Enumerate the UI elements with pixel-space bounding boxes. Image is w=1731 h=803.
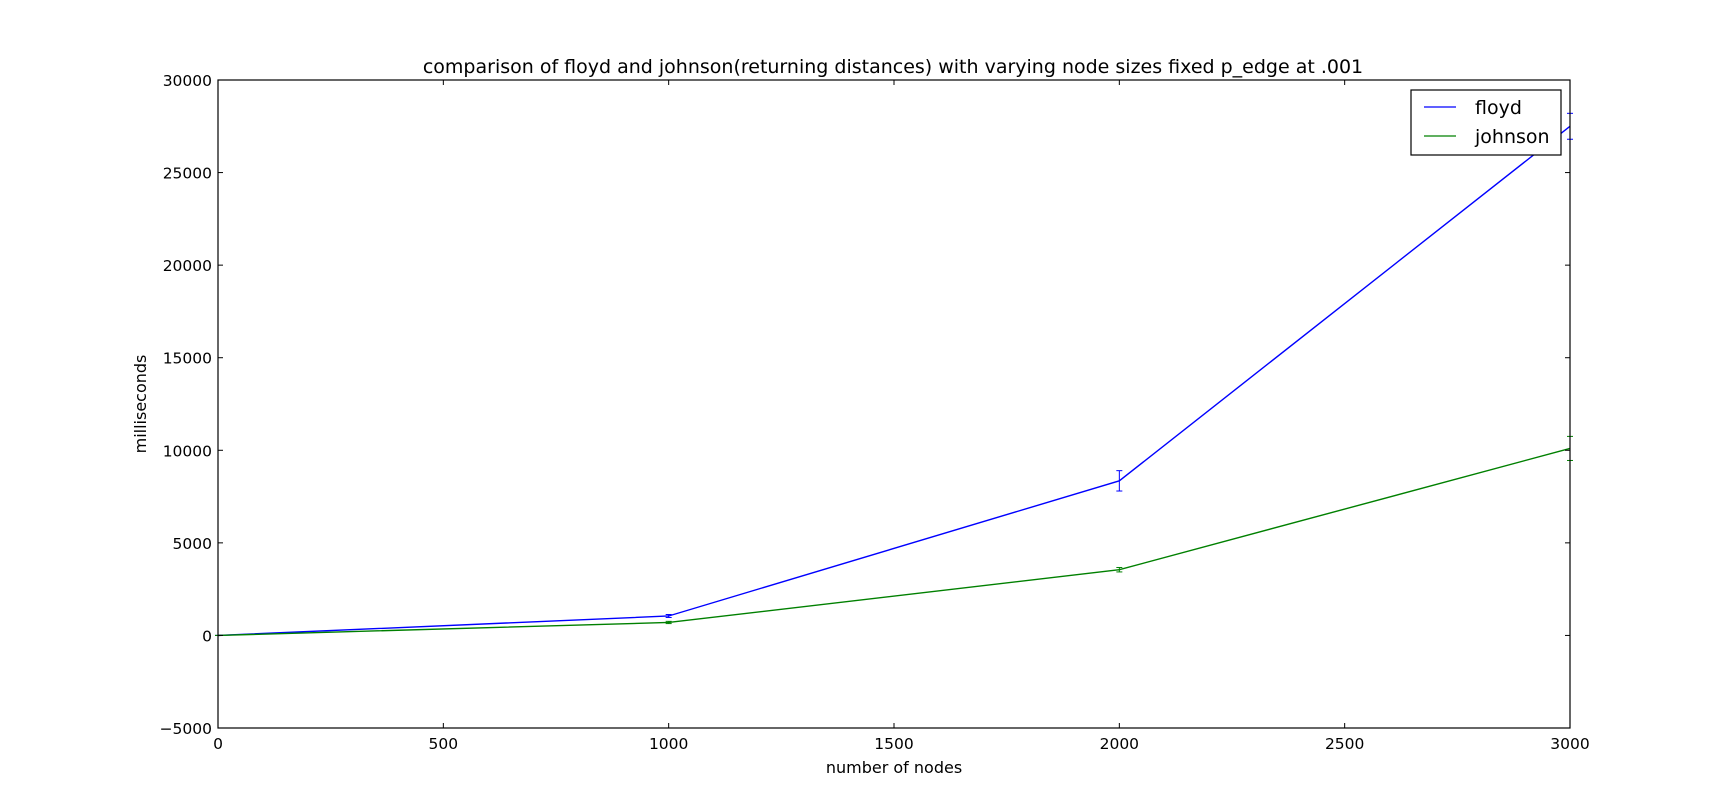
legend-johnson-label: johnson xyxy=(1474,126,1550,148)
series-line-floyd xyxy=(217,125,1571,637)
y-tick-label: 5000 xyxy=(173,535,212,553)
chart-title: comparison of floyd and johnson(returnin… xyxy=(423,56,1363,78)
x-tick-label: 1500 xyxy=(874,735,913,753)
y-tick-label: 10000 xyxy=(163,442,212,460)
ticks-layer: 0 500 1000 1500 2000 2500 3000−500005000100001… xyxy=(160,72,1590,753)
x-tick-label: 0 xyxy=(213,735,223,753)
plot-frame xyxy=(217,79,1571,729)
series-line-johnson xyxy=(217,447,1571,637)
x-tick-label: 500 xyxy=(429,735,459,753)
x-tick-label: 2500 xyxy=(1325,735,1364,753)
x-tick-label: 3000 xyxy=(1550,735,1589,753)
x-tick-label: 2000 xyxy=(1100,735,1139,753)
legend-floyd-label: floyd xyxy=(1475,97,1522,119)
y-axis-label: milliseconds xyxy=(131,355,150,454)
legend-box xyxy=(1410,89,1562,156)
legend: floyd johnson xyxy=(1410,89,1562,156)
y-tick-label: 20000 xyxy=(163,257,212,275)
y-tick-label: 25000 xyxy=(163,165,212,183)
y-tick-label: −5000 xyxy=(160,720,212,738)
x-tick-label: 1000 xyxy=(649,735,688,753)
y-tick-label: 30000 xyxy=(163,72,212,90)
y-tick-label: 0 xyxy=(202,627,212,645)
x-axis-label: number of nodes xyxy=(826,758,962,777)
y-tick-label: 15000 xyxy=(163,350,212,368)
